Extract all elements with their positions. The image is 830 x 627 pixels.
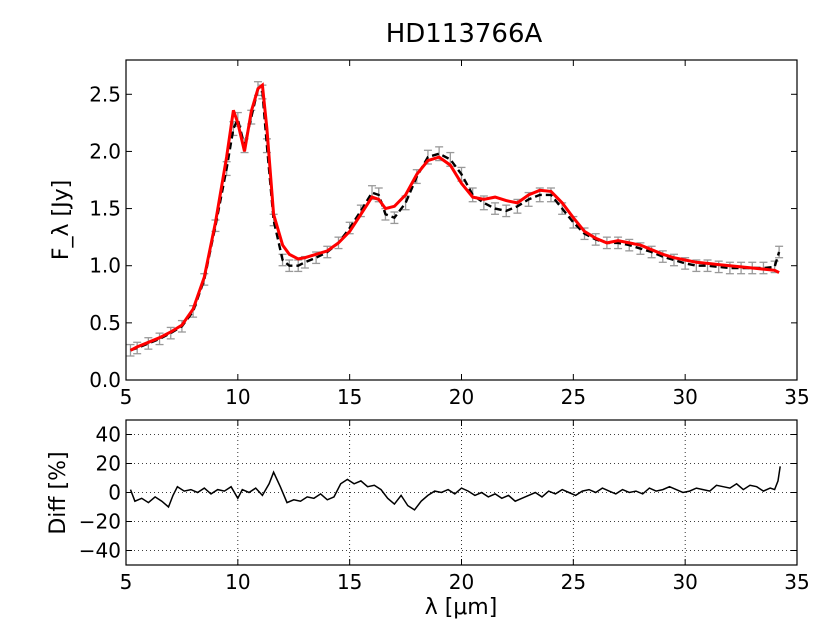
- model-fit-line: [129, 82, 780, 352]
- x-tick-label: 30: [672, 385, 697, 409]
- y-tick-label: 40: [96, 423, 121, 447]
- x-tick-label: 10: [225, 385, 250, 409]
- residual-plot-area: [129, 466, 781, 511]
- y-tick-label: 2.5: [89, 82, 121, 106]
- spectrum-y-axis-label: F_λ [Jy]: [49, 180, 74, 260]
- y-tick-label: 2.0: [89, 139, 121, 163]
- x-tick-label: 35: [784, 385, 809, 409]
- residual-grid: [125, 420, 798, 565]
- residual-line: [129, 466, 781, 511]
- residual-x-ticks: 5 10 15 20 25 30 35: [120, 420, 810, 594]
- y-tick-label: 0.5: [89, 311, 121, 335]
- x-tick-label: 20: [449, 385, 474, 409]
- x-tick-label: 5: [120, 570, 133, 594]
- y-tick-label: −20: [79, 510, 121, 534]
- spectrum-axes-frame: [125, 59, 798, 381]
- observed-spectrum-line: [130, 86, 781, 352]
- chart-title: HD113766A: [386, 19, 543, 49]
- residual-y-ticks: 40 20 0 −20 −40: [79, 423, 797, 563]
- y-tick-label: 20: [96, 452, 121, 476]
- spectrum-y-ticks: 0.0 0.5 1.0 1.5 2.0 2.5: [89, 82, 797, 392]
- y-tick-label: 0: [108, 481, 121, 505]
- y-tick-label: 1.5: [89, 197, 121, 221]
- spectrum-panel: HD113766A 5 10 15 20 25 30 35 0.0 0.5 1.0 1.5 2.0 2…: [49, 19, 810, 409]
- x-tick-label: 20: [449, 570, 474, 594]
- y-tick-label: −40: [79, 539, 121, 563]
- x-tick-label: 10: [225, 570, 250, 594]
- y-tick-label: 0.0: [89, 368, 121, 392]
- residual-x-axis-label: λ [μm]: [425, 595, 498, 620]
- x-tick-label: 35: [784, 570, 809, 594]
- residual-y-axis-label: Diff [%]: [46, 451, 71, 534]
- x-tick-label: 15: [337, 570, 362, 594]
- x-tick-label: 5: [120, 385, 133, 409]
- x-tick-label: 15: [337, 385, 362, 409]
- residual-panel: 5 10 15 20 25 30 35 40 20 0 −20 −40 Diff [%] λ [μm…: [46, 419, 810, 620]
- x-tick-label: 25: [561, 570, 586, 594]
- y-tick-label: 1.0: [89, 254, 121, 278]
- spectrum-plot-area: [126, 81, 784, 357]
- spectrum-x-ticks: 5 10 15 20 25 30 35: [120, 60, 810, 409]
- x-tick-label: 30: [672, 570, 697, 594]
- x-tick-label: 25: [561, 385, 586, 409]
